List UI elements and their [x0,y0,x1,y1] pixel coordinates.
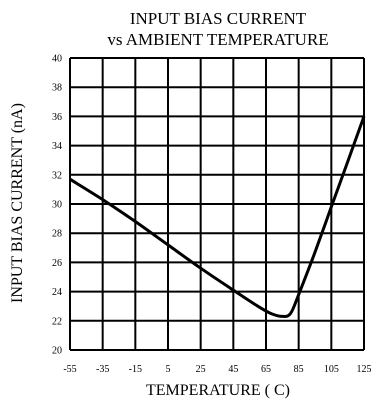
y-tick-label-2: 24 [52,287,62,298]
x-tick-label-1: -35 [96,364,109,375]
y-tick-label-4: 28 [52,229,62,240]
series-layer [69,115,366,318]
y-tick-label-8: 36 [52,112,62,123]
chart-title-line-2: vs AMBIENT TEMPERATURE [107,30,328,49]
x-tick-label-9: 125 [357,364,372,375]
series-line-0 [69,115,366,318]
x-tick-label-4: 25 [196,364,206,375]
x-tick-label-0: -55 [63,364,76,375]
x-tick-label-5: 45 [228,364,238,375]
y-tick-label-10: 40 [52,54,62,65]
grid [69,57,365,351]
y-tick-label-6: 32 [52,170,62,181]
y-tick-label-9: 38 [52,83,62,94]
x-tick-label-8: 105 [324,364,339,375]
x-axis-label: TEMPERATURE ( C) [146,382,290,399]
x-tick-label-3: 5 [166,364,171,375]
y-tick-labels: 20 22 24 26 28 30 32 34 36 38 40 [52,54,62,357]
y-tick-label-1: 22 [52,316,62,327]
y-axis-label: INPUT BIAS CURRENT (nA) [9,103,26,303]
x-tick-label-7: 85 [294,364,304,375]
x-tick-label-6: 65 [261,364,271,375]
y-tick-label-7: 34 [52,141,62,152]
y-tick-label-0: 20 [52,346,62,357]
chart-title-line-1: INPUT BIAS CURRENT [130,9,307,28]
y-tick-label-5: 30 [52,200,62,211]
x-tick-labels: -55 -35 -15 5 25 45 65 85 105 125 [63,364,371,375]
x-tick-label-2: -15 [129,364,142,375]
y-tick-label-3: 26 [52,258,62,269]
